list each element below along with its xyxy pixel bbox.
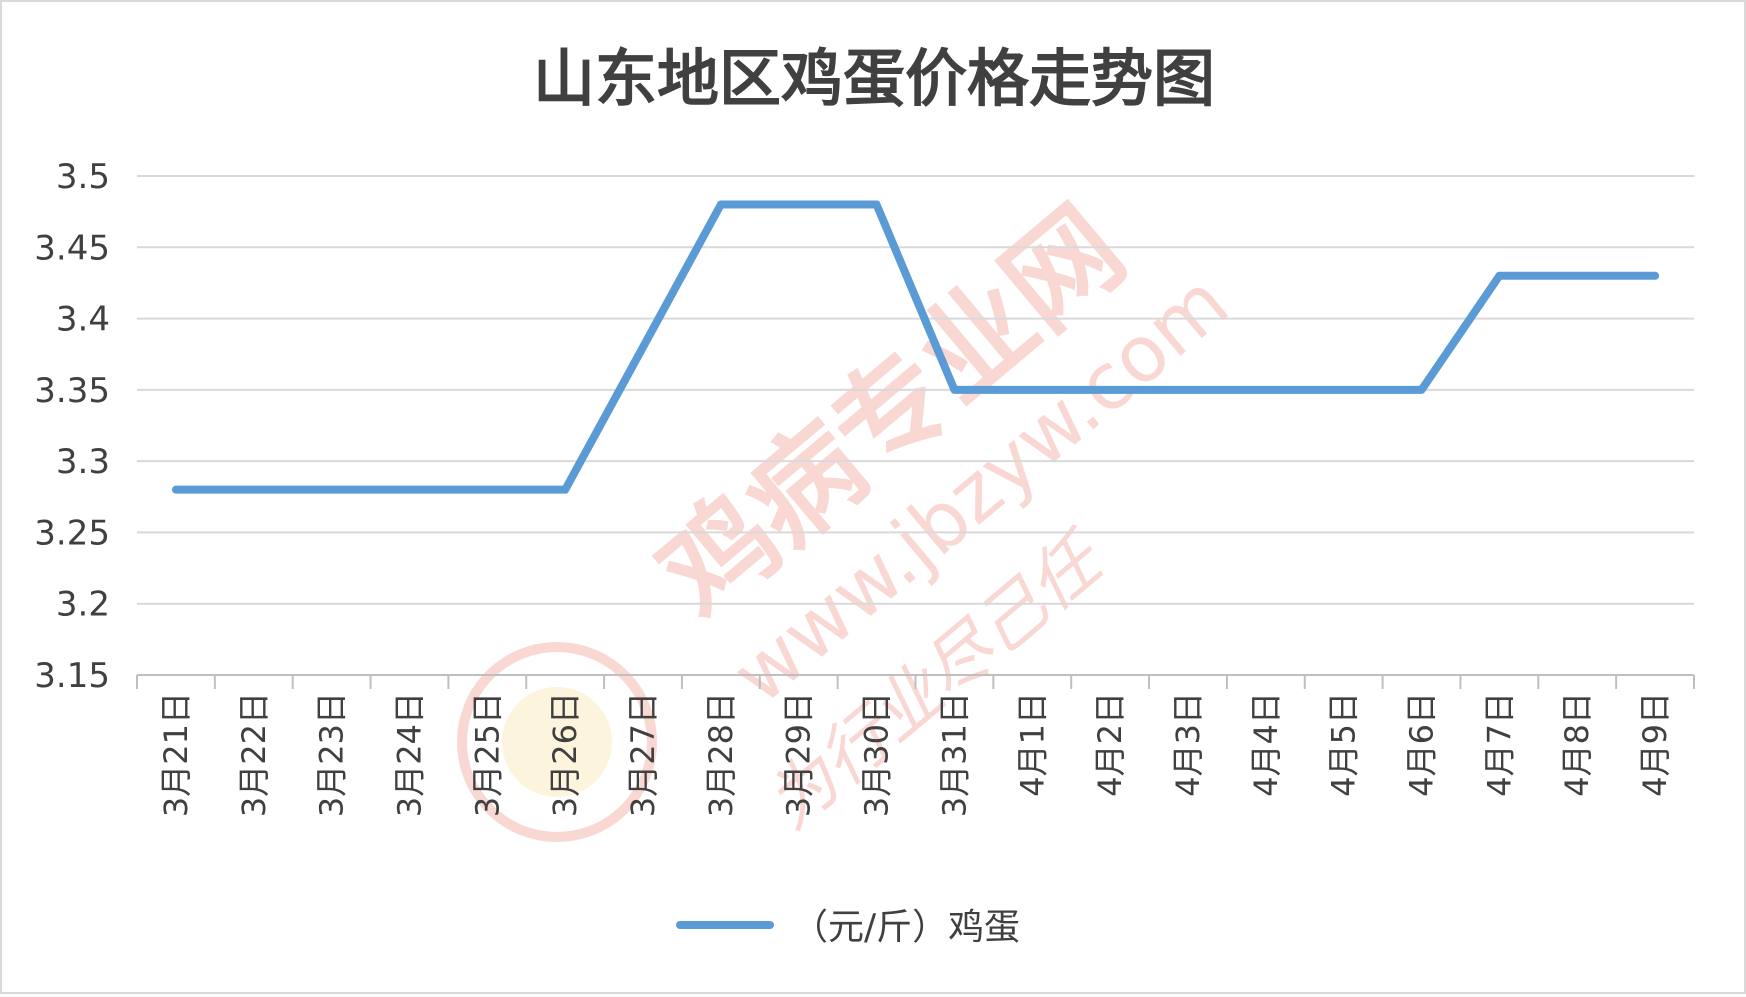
x-tick-label: 4月8日 bbox=[1558, 692, 1596, 797]
y-tick-label: 3.25 bbox=[34, 513, 110, 553]
x-tick-label: 3月31日 bbox=[935, 692, 973, 817]
x-axis: 3月21日 3月22日 3月23日 3月24日 3月25日 3月26日 3月27日 3月28日… bbox=[136, 674, 1695, 817]
data-point bbox=[876, 204, 878, 206]
data-point bbox=[1031, 389, 1033, 391]
x-tick-label: 4月2日 bbox=[1091, 692, 1129, 797]
data-point bbox=[1187, 389, 1189, 391]
data-point bbox=[1109, 389, 1111, 391]
x-tick-label: 4月9日 bbox=[1636, 692, 1674, 797]
x-tick-label: 4月1日 bbox=[1013, 692, 1051, 797]
x-tick-label: 3月29日 bbox=[780, 692, 818, 817]
x-tick-label: 3月24日 bbox=[390, 692, 428, 817]
y-axis: 3.15 3.2 3.25 3.3 3.35 3.4 3.45 3.5 bbox=[34, 157, 110, 696]
chart-title: 山东地区鸡蛋价格走势图 bbox=[533, 42, 1215, 115]
data-point bbox=[798, 204, 800, 206]
x-tick-label: 4月7日 bbox=[1480, 692, 1518, 797]
data-point bbox=[1343, 389, 1345, 391]
data-point bbox=[953, 389, 955, 391]
watermark-logo-inner bbox=[502, 687, 612, 797]
data-point bbox=[642, 346, 644, 348]
legend: （元/斤）鸡蛋 bbox=[676, 907, 1020, 948]
series-layer bbox=[171, 200, 1660, 494]
y-tick-label: 3.5 bbox=[56, 157, 110, 197]
data-point bbox=[1265, 389, 1267, 391]
x-tick-label: 3月30日 bbox=[858, 692, 896, 817]
y-tick-label: 3.15 bbox=[34, 656, 110, 696]
y-tick-label: 3.4 bbox=[56, 300, 110, 340]
y-tick-label: 3.45 bbox=[34, 228, 110, 268]
data-point bbox=[564, 489, 566, 491]
watermark-logo bbox=[457, 642, 657, 842]
data-point bbox=[175, 489, 177, 491]
x-tick-label: 4月6日 bbox=[1403, 692, 1441, 797]
data-point bbox=[331, 489, 333, 491]
data-point bbox=[253, 489, 255, 491]
x-tick-label: 4月4日 bbox=[1247, 692, 1285, 797]
data-point bbox=[1421, 389, 1423, 391]
legend-label: （元/斤）鸡蛋 bbox=[792, 907, 1020, 948]
gridlines bbox=[137, 175, 1694, 605]
y-tick-label: 3.2 bbox=[56, 585, 110, 625]
x-tick-label: 3月23日 bbox=[313, 692, 351, 817]
data-point bbox=[486, 489, 488, 491]
x-tick-label: 3月26日 bbox=[546, 692, 584, 817]
x-tick-label: 4月5日 bbox=[1325, 692, 1363, 797]
data-point bbox=[1576, 275, 1578, 277]
y-tick-label: 3.3 bbox=[56, 442, 110, 482]
data-point bbox=[408, 489, 410, 491]
x-tick-label: 3月22日 bbox=[235, 692, 273, 817]
series-line bbox=[171, 200, 1660, 494]
data-point bbox=[720, 204, 722, 206]
x-tick-label: 4月3日 bbox=[1169, 692, 1207, 797]
x-tick-label: 3月27日 bbox=[624, 692, 662, 817]
data-point bbox=[1654, 275, 1656, 277]
x-tick-label: 3月25日 bbox=[468, 692, 506, 817]
x-tick-label: 3月28日 bbox=[702, 692, 740, 817]
data-point bbox=[1498, 275, 1500, 277]
x-tick-label: 3月21日 bbox=[157, 692, 195, 817]
y-tick-label: 3.35 bbox=[34, 371, 110, 411]
